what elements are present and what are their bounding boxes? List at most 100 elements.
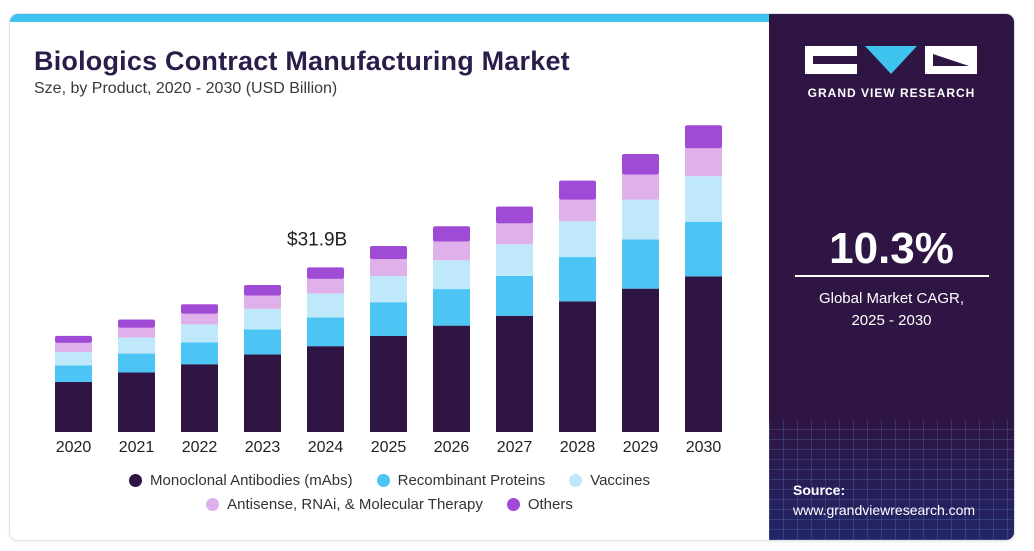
- x-tick-label: 2026: [434, 439, 470, 456]
- chart-title: Biologics Contract Manufacturing Market: [34, 46, 570, 76]
- bar-segment-2027-s2: [496, 244, 533, 276]
- x-tick-label: 2030: [686, 439, 722, 456]
- bar-segment-2023-s4: [244, 284, 281, 296]
- legend-swatch: [376, 473, 390, 487]
- bar-segment-2020-s4: [55, 335, 92, 343]
- bar-segment-2027-s0: [496, 315, 533, 432]
- bar-segment-2026-s0: [433, 325, 470, 432]
- legend-swatch: [129, 473, 143, 487]
- bar-segment-2023-s3: [244, 295, 281, 309]
- bar-segment-2023-s1: [244, 329, 281, 355]
- x-tick-label: 2023: [245, 439, 281, 456]
- legend-swatch: [506, 497, 520, 511]
- bar-segment-2024-s4: [307, 267, 344, 279]
- legend-item-others: Others: [506, 495, 573, 513]
- chart-panel: Biologics Contract Manufacturing Market …: [10, 14, 769, 540]
- stacked-bar-chart: 2020 2021 2022 2023 2024 2025 2026 2027 2028 2029…: [55, 125, 722, 456]
- bar-segment-2028-s2: [559, 221, 596, 258]
- cagr-label-line-1: Global Market CAGR,: [818, 290, 965, 307]
- bar-segment-2030-s3: [685, 148, 722, 177]
- bar-segment-2022-s2: [181, 324, 218, 343]
- x-tick-label: 2029: [623, 439, 659, 456]
- bar-segment-2020-s0: [55, 381, 92, 432]
- bar-segment-2022-s3: [181, 313, 218, 325]
- bar-segment-2030-s4: [685, 125, 722, 149]
- bar-segment-2020-s2: [55, 351, 92, 366]
- legend-swatch: [569, 473, 583, 487]
- bar-segment-2026-s1: [433, 289, 470, 326]
- legend-label: Recombinant Proteins: [397, 471, 546, 489]
- bar-segment-2030-s1: [685, 221, 722, 277]
- bar-segment-2025-s2: [370, 275, 407, 303]
- grid-floor-decoration: [769, 420, 1014, 540]
- source-heading: Source:: [793, 482, 846, 498]
- x-tick-label: 2021: [119, 439, 155, 456]
- legend-label: Antisense, RNAi, & Molecular Therapy: [227, 495, 483, 513]
- legend-item-mabs: Monoclonal Antibodies (mAbs): [129, 472, 353, 489]
- bar-segment-2021-s3: [118, 327, 155, 338]
- bar-segment-2026-s2: [433, 260, 470, 290]
- cagr-value: 10.3%: [829, 224, 954, 273]
- legend-label: Others: [527, 495, 573, 513]
- x-tick-label: 2020: [56, 439, 92, 456]
- legend-item-recombinant-proteins: Recombinant Proteins: [376, 471, 546, 489]
- accent-stripe: [10, 14, 769, 22]
- legend-row-1: Monoclonal Antibodies (mAbs) Recombinant…: [10, 468, 769, 492]
- bar-segment-2021-s2: [118, 337, 155, 354]
- bar-segment-2024-s2: [307, 293, 344, 318]
- bar-segment-2021-s4: [118, 319, 155, 328]
- bar-segment-2025-s0: [370, 335, 407, 432]
- bar-segment-2026-s3: [433, 241, 470, 261]
- bar-segment-2022-s4: [181, 304, 218, 314]
- bar-segment-2026-s4: [433, 226, 470, 242]
- x-tick-label: 2027: [497, 439, 533, 456]
- bar-segment-2029-s1: [622, 239, 659, 289]
- bar-segment-2029-s4: [622, 153, 659, 175]
- bar-segment-2027-s3: [496, 223, 533, 245]
- bar-segment-2024-s3: [307, 278, 344, 294]
- cagr-label-line-2: 2025 - 2030: [851, 312, 932, 329]
- x-tick-label: 2022: [182, 439, 218, 456]
- infographic-card: Biologics Contract Manufacturing Market …: [10, 14, 1014, 540]
- chart-subtitle: Sze, by Product, 2020 - 2030 (USD Billio…: [34, 80, 338, 97]
- bar-segment-2029-s2: [622, 199, 659, 240]
- bar-segment-2020-s3: [55, 342, 92, 352]
- legend-item-antisense-rnai: Antisense, RNAi, & Molecular Therapy: [206, 496, 483, 513]
- source-block: Source: www.grandviewresearch.com: [793, 480, 975, 520]
- stats-panel: GRAND VIEW RESEARCH 10.3% Global Market …: [769, 14, 1014, 540]
- bar-segment-2029-s0: [622, 288, 659, 432]
- bar-segment-2023-s2: [244, 308, 281, 330]
- bar-segment-2023-s0: [244, 354, 281, 432]
- brand-name: GRAND VIEW RESEARCH: [807, 86, 976, 100]
- bar-segment-2025-s4: [370, 245, 407, 260]
- bar-segment-2029-s3: [622, 174, 659, 200]
- bar-segment-2024-s0: [307, 346, 344, 432]
- bar-segment-2025-s3: [370, 259, 407, 276]
- bar-segment-2028-s1: [559, 257, 596, 302]
- bar-segment-2028-s4: [559, 180, 596, 200]
- bar-segment-2030-s2: [685, 176, 722, 222]
- bar-segment-2021-s0: [118, 372, 155, 432]
- x-tick-label: 2024: [308, 439, 344, 456]
- legend-label: Monoclonal Antibodies (mAbs): [150, 471, 353, 489]
- bar-segment-2020-s1: [55, 365, 92, 382]
- source-url: www.grandviewresearch.com: [793, 502, 976, 518]
- annotation-total-2024: $31.9B: [287, 229, 347, 250]
- bar-segment-2022-s1: [181, 342, 218, 365]
- bar-segment-2021-s1: [118, 353, 155, 373]
- legend-label: Vaccines: [590, 471, 650, 489]
- bar-segment-2022-s0: [181, 364, 218, 432]
- bar-segment-2025-s1: [370, 302, 407, 336]
- bar-segment-2028-s3: [559, 199, 596, 222]
- bar-segment-2024-s1: [307, 317, 344, 347]
- grand-view-research-logo-icon: [805, 46, 977, 74]
- chart-legend: Monoclonal Antibodies (mAbs) Recombinant…: [10, 468, 769, 516]
- cagr-label: Global Market CAGR, 2025 - 2030: [769, 288, 1014, 332]
- legend-item-vaccines: Vaccines: [569, 472, 650, 489]
- cagr-divider: [795, 275, 989, 277]
- bar-segment-2030-s0: [685, 276, 722, 432]
- x-tick-label: 2028: [560, 439, 596, 456]
- x-tick-label: 2025: [371, 439, 407, 456]
- legend-row-2: Antisense, RNAi, & Molecular Therapy Oth…: [10, 492, 769, 516]
- bar-segment-2028-s0: [559, 301, 596, 432]
